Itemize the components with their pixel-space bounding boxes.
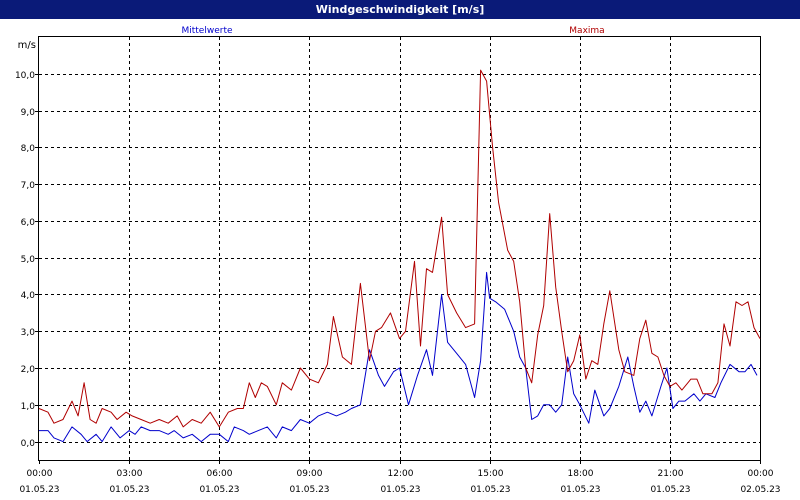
series-line-mittelwerte <box>39 271 758 443</box>
y-tick-label: 0,0 <box>21 439 36 449</box>
y-tick-label: 10,0 <box>15 71 35 81</box>
x-tick-date-label: 01.05.23 <box>560 485 600 495</box>
y-tick-label: 6,0 <box>21 218 36 228</box>
x-tick-time-label: 00:00 <box>27 469 53 479</box>
y-axis-label: m/s <box>18 40 36 51</box>
x-tick-date-label: 01.05.23 <box>289 485 329 495</box>
x-tick-date-label: 02.05.23 <box>740 485 780 495</box>
x-tick-time-label: 21:00 <box>658 469 684 479</box>
legend: Mittelwerte Maxima <box>181 26 604 36</box>
y-tick-label: 9,0 <box>21 108 36 118</box>
y-tick-label: 3,0 <box>21 328 36 338</box>
chart-title: Windgeschwindigkeit [m/s] <box>315 3 485 16</box>
x-tick-time-label: 12:00 <box>388 469 414 479</box>
x-tick-date-label: 01.05.23 <box>109 485 149 495</box>
chart-title-bar: Windgeschwindigkeit [m/s] <box>0 0 800 19</box>
y-tick-label: 5,0 <box>21 255 36 265</box>
x-tick-time-label: 00:00 <box>748 469 774 479</box>
x-tick-date-label: 01.05.23 <box>470 485 510 495</box>
y-tick-label: 2,0 <box>21 365 36 375</box>
y-tick-label: 8,0 <box>21 144 36 154</box>
plot-area <box>38 36 761 461</box>
legend-label-mittelwerte: Mittelwerte <box>181 26 232 36</box>
legend-label-maxima: Maxima <box>569 26 604 36</box>
y-tick-label: 1,0 <box>21 402 36 412</box>
x-tick-date-label: 01.05.23 <box>650 485 690 495</box>
x-tick-time-label: 06:00 <box>207 469 233 479</box>
y-tick-label: 4,0 <box>21 291 36 301</box>
x-tick-time-label: 09:00 <box>297 469 323 479</box>
x-tick-time-label: 18:00 <box>568 469 594 479</box>
x-tick-date-label: 01.05.23 <box>199 485 239 495</box>
x-tick-time-label: 15:00 <box>478 469 504 479</box>
y-tick-label: 7,0 <box>21 181 36 191</box>
series-lines <box>38 69 761 443</box>
x-tick-date-label: 01.05.23 <box>19 485 59 495</box>
x-tick-time-label: 03:00 <box>117 469 143 479</box>
x-tick-date-label: 01.05.23 <box>380 485 420 495</box>
x-axis: 00:00 01.05.23 03:00 01.05.23 06:00 01.05.23 0… <box>19 460 781 495</box>
y-axis: m/s 0,0 1,0 2,0 3,0 4,0 5,0 6,0 7,0 8,0 9,0 10,0 <box>15 40 39 449</box>
series-line-maxima <box>38 69 761 428</box>
